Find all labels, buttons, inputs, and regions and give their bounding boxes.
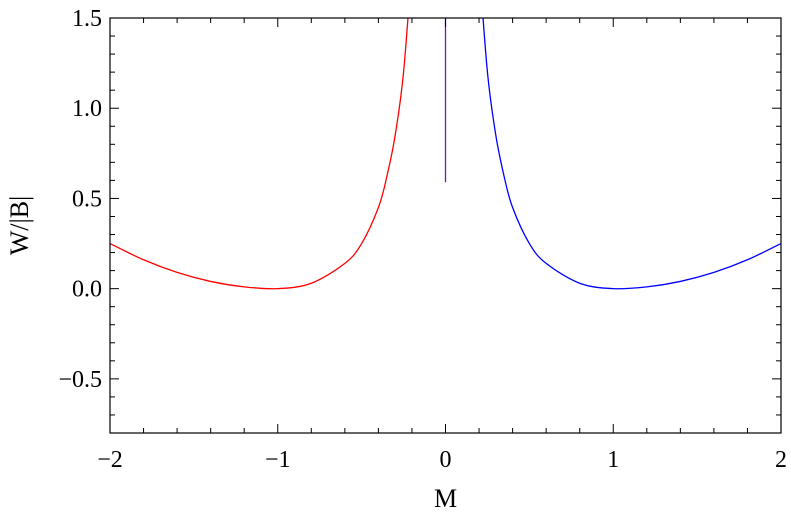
y-tick-label: 0.5 bbox=[72, 186, 102, 212]
x-tick-label: −1 bbox=[265, 447, 291, 473]
y-tick-label: 1.0 bbox=[72, 96, 102, 122]
y-axis-label: W/|B| bbox=[5, 196, 34, 256]
x-tick-label: 0 bbox=[440, 447, 452, 473]
series-layer bbox=[110, 18, 781, 290]
labels-layer: M W/|B| bbox=[5, 196, 457, 513]
y-tick-label: −0.5 bbox=[58, 367, 102, 393]
ticks-layer: −2 −1 0 1 2 −0.5 0.0 0.5 1.0 1.5 bbox=[58, 6, 787, 473]
series-line-0 bbox=[110, 18, 409, 290]
series-line-1 bbox=[482, 18, 781, 290]
y-tick-label: 0.0 bbox=[72, 277, 102, 303]
x-axis-label: M bbox=[434, 484, 457, 513]
x-tick-label: 1 bbox=[607, 447, 619, 473]
y-tick-label: 1.5 bbox=[72, 6, 102, 32]
x-tick-label: 2 bbox=[775, 447, 787, 473]
plot-frame bbox=[109, 17, 782, 434]
x-tick-label: −2 bbox=[97, 447, 123, 473]
